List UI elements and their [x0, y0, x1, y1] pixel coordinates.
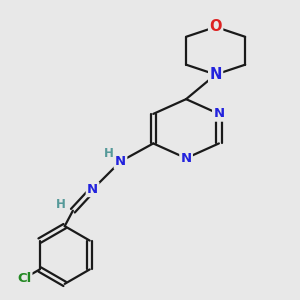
Text: N: N: [87, 183, 98, 196]
Text: N: N: [209, 67, 222, 82]
Text: Cl: Cl: [17, 272, 31, 285]
Text: H: H: [104, 147, 114, 160]
Text: H: H: [56, 198, 65, 211]
Text: N: N: [181, 152, 192, 165]
Text: N: N: [213, 107, 224, 120]
Text: O: O: [209, 20, 222, 34]
Text: N: N: [115, 155, 126, 168]
